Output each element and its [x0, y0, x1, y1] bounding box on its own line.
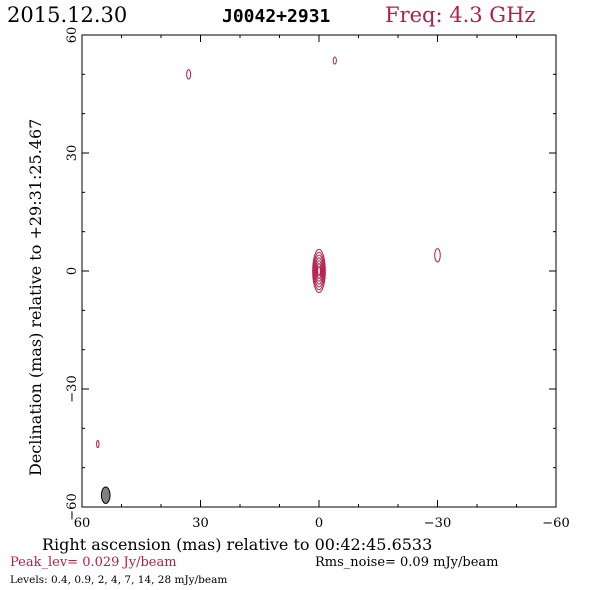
contour-ellipse — [312, 248, 326, 294]
frequency-label: Freq: 4.3 GHz — [385, 3, 535, 27]
contour-ellipse — [314, 257, 324, 285]
y-tick-label: −60 — [65, 493, 80, 520]
source-name: J0042+2931 — [222, 6, 330, 27]
contour-ellipse — [186, 69, 192, 80]
x-tick-label: −30 — [424, 516, 451, 531]
rms-noise: Rms_noise= 0.09 mJy/beam — [315, 555, 498, 570]
y-tick-label: −30 — [65, 375, 80, 402]
y-axis-label: Declination (mas) relative to +29:31:25.… — [26, 119, 45, 476]
plot-frame — [81, 34, 557, 508]
x-tick-label: −60 — [542, 516, 569, 531]
contour-ellipse — [313, 254, 325, 288]
observation-date: 2015.12.30 — [7, 3, 127, 27]
beam-ellipse-group — [100, 486, 111, 504]
x-axis-label: Right ascension (mas) relative to 00:42:… — [42, 535, 432, 554]
y-tick-label: 60 — [65, 27, 80, 44]
beam-ellipse — [100, 486, 111, 504]
peak-level: Peak_lev= 0.029 Jy/beam — [10, 555, 177, 570]
y-tick-label: 30 — [65, 145, 80, 162]
contour-ellipse — [317, 265, 321, 277]
contour-ellipse — [96, 440, 100, 449]
contour-ellipse — [313, 251, 325, 291]
y-tick-label: 0 — [65, 267, 80, 275]
contour-lines — [96, 56, 441, 449]
x-tick-label: 60 — [74, 516, 91, 531]
contour-ellipse — [316, 263, 322, 279]
x-tick-label: 0 — [315, 516, 323, 531]
x-tick-label: 30 — [192, 516, 209, 531]
axis-ticks: 60 30 0 −30 −60 −60 −30 0 30 60 — [65, 27, 570, 531]
contour-ellipse — [332, 56, 337, 65]
contour-ellipse — [434, 248, 441, 263]
contour-levels: Levels: 0.4, 0.9, 2, 4, 7, 14, 28 mJy/be… — [10, 574, 227, 586]
contour-ellipse — [315, 260, 323, 282]
